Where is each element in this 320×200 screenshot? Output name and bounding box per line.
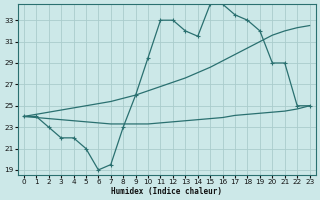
X-axis label: Humidex (Indice chaleur): Humidex (Indice chaleur) (111, 187, 222, 196)
